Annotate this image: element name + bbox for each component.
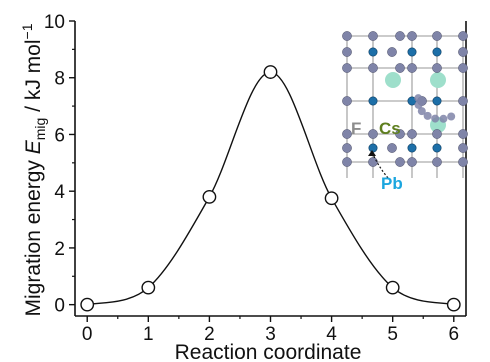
ticks: 0 1 2 3 4 5 6 0 2 4 6 8 10: [44, 12, 459, 345]
inset-fluorine-atom: [407, 63, 417, 73]
inset-atoms: [342, 31, 468, 167]
inset-migration-step: [439, 114, 448, 123]
data-point: [385, 280, 400, 295]
y-tick-label: 4: [54, 182, 65, 203]
data-point: [324, 191, 339, 206]
inset-pb-arrowhead: [368, 150, 376, 156]
x-tick-label: 2: [204, 324, 215, 345]
y-axis-label: Migration energy Emig / kJ mol−1: [19, 23, 48, 316]
x-tick-label: 4: [326, 324, 337, 345]
inset-fluorine-atom: [342, 129, 352, 139]
inset-fluorine-atom: [387, 143, 397, 153]
inset-fluorine-atom: [395, 63, 405, 73]
inset-fluorine-atom: [458, 63, 468, 73]
inset-fluorine-atom: [458, 157, 468, 167]
inset-fluorine-atom: [458, 143, 468, 153]
x-axis-label: Reaction coordinate: [175, 341, 362, 362]
inset-migration-step: [414, 100, 423, 109]
inset-fluorine-atom: [407, 31, 417, 41]
inset-fluorine-atom: [458, 129, 468, 139]
inset-fluorine-atom: [458, 96, 468, 106]
series-points: [80, 65, 461, 312]
inset-fluorine-atom: [368, 157, 378, 167]
y-tick-label: 8: [54, 69, 65, 90]
inset-migration-step: [423, 111, 432, 120]
x-tick-label: 1: [143, 324, 154, 345]
y-axis-label-prefix: Migration energy: [22, 154, 45, 316]
x-tick-label: 5: [387, 324, 398, 345]
inset-fluorine-atom: [368, 63, 378, 73]
inset-fluorine-atom: [342, 31, 352, 41]
crystal-structure-inset: F Cs Pb: [342, 31, 468, 193]
inset-label-f: F: [351, 119, 361, 138]
inset-fluorine-atom: [342, 143, 352, 153]
inset-bonds: [345, 34, 466, 178]
inset-cesium-atom: [385, 72, 401, 88]
inset-cesium-atom: [430, 72, 446, 88]
inset-fluorine-atom: [387, 47, 397, 57]
y-axis-label-unit-sup: −1: [19, 23, 35, 39]
x-tick-label: 0: [82, 324, 93, 345]
inset-fluorine-atom: [458, 31, 468, 41]
inset-fluorine-atom: [407, 129, 417, 139]
inset-fluorine-atom: [368, 31, 378, 41]
data-point: [263, 65, 278, 79]
y-tick-label: 10: [44, 12, 65, 33]
data-point: [80, 297, 95, 312]
inset-fluorine-atom: [395, 157, 405, 167]
inset-fluorine-atom: [342, 96, 352, 106]
inset-migration-step: [414, 94, 423, 103]
data-point: [446, 297, 461, 312]
inset-fluorine-atom: [432, 157, 442, 167]
y-tick-label: 2: [54, 239, 65, 260]
inset-label-pb: Pb: [381, 174, 403, 193]
y-axis-label-symbol: E: [22, 139, 45, 154]
x-tick-label: 3: [265, 324, 276, 345]
inset-fluorine-atom: [342, 63, 352, 73]
inset-lead-atom: [368, 47, 378, 57]
inset-lead-atom: [432, 143, 442, 153]
inset-lead-atom: [432, 96, 442, 106]
x-tick-label: 6: [448, 324, 459, 345]
inset-fluorine-atom: [432, 63, 442, 73]
inset-fluorine-atom: [432, 31, 442, 41]
inset-label-cs: Cs: [379, 119, 401, 138]
inset-fluorine-atom: [368, 129, 378, 139]
inset-fluorine-atom: [407, 157, 417, 167]
inset-lead-atom: [368, 143, 378, 153]
inset-lead-atom: [407, 47, 417, 57]
y-axis-label-unit: / kJ mol: [22, 39, 45, 117]
inset-fluorine-atom: [458, 47, 468, 57]
inset-fluorine-atom: [342, 47, 352, 57]
inset-lead-atom: [368, 96, 378, 106]
inset-lead-atom: [407, 143, 417, 153]
y-tick-label: 6: [54, 125, 65, 146]
inset-fluorine-atom: [342, 157, 352, 167]
data-point: [202, 189, 217, 204]
inset-migration-path: [368, 94, 456, 179]
inset-migration-step: [447, 112, 456, 121]
y-tick-label: 0: [54, 296, 65, 317]
inset-fluorine-atom: [432, 129, 442, 139]
inset-migration-step: [431, 114, 440, 123]
inset-fluorine-atom: [395, 31, 405, 41]
data-point: [141, 280, 156, 295]
y-axis-label-subscript: mig: [32, 118, 48, 141]
inset-migration-step: [417, 107, 426, 116]
inset-lead-atom: [432, 47, 442, 57]
inset-fluorine-atom: [395, 129, 405, 139]
